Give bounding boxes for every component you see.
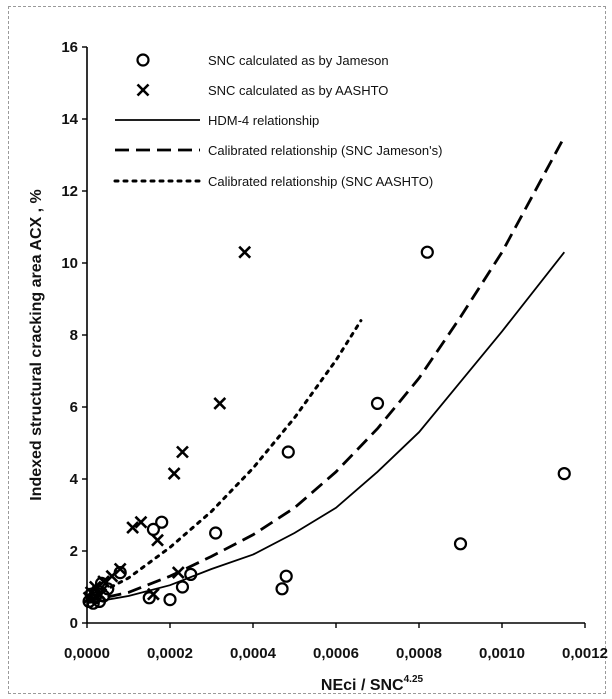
jameson-point [209, 526, 223, 540]
aashto-point [176, 445, 189, 459]
y-axis-title: Indexed structural cracking area ACX , % [28, 189, 45, 501]
legend-label: HDM-4 relationship [208, 113, 319, 128]
y-tick-label: 0 [70, 615, 78, 632]
aashto-point-stroke [167, 467, 181, 481]
aashto-point [134, 515, 148, 529]
aashto-point-stroke [88, 580, 102, 594]
aashto-point-stroke [176, 445, 189, 459]
jameson-point [279, 569, 293, 583]
series-line-2 [86, 251, 566, 605]
aashto-point [126, 521, 140, 535]
aashto-point [151, 533, 164, 547]
jameson-point [370, 396, 385, 410]
x-axis-title-exponent: 4.25 [404, 674, 424, 685]
legend-label: Calibrated relationship (SNC AASHTO) [208, 174, 433, 189]
legend-marker-1-stroke [136, 83, 150, 97]
x-tick-label: 0,0006 [313, 645, 359, 662]
y-tick-label: 2 [70, 543, 78, 560]
y-tick-label: 10 [61, 255, 78, 272]
x-axis-title: NEci / SNC4.25 [321, 674, 424, 694]
jameson-point [420, 245, 434, 259]
aashto-point-stroke [126, 521, 140, 535]
jameson-point [453, 537, 468, 551]
jameson-point [557, 467, 571, 481]
aashto-point [97, 575, 111, 589]
aashto-point-stroke [151, 533, 164, 547]
legend-label: Calibrated relationship (SNC Jameson's) [208, 143, 442, 158]
series-line-3 [86, 136, 566, 603]
series-line-4 [85, 319, 363, 602]
y-tick-label: 12 [61, 183, 78, 200]
legend-marker-0 [136, 53, 150, 67]
aashto-point-stroke [134, 515, 148, 529]
chart-frame [8, 6, 606, 694]
x-tick-label: 0,0004 [230, 645, 277, 662]
x-tick-label: 0,0008 [396, 645, 442, 662]
x-tick-label: 0,0000 [64, 645, 110, 662]
y-tick-label: 6 [70, 399, 78, 416]
legend-marker-1 [136, 83, 150, 97]
y-tick-label: 14 [61, 111, 78, 128]
jameson-point [101, 582, 115, 596]
jameson-point [175, 580, 190, 594]
jameson-point [163, 592, 177, 607]
x-axis-title-main: NEci / SNC [321, 677, 404, 694]
legend-label: SNC calculated as by Jameson [208, 53, 389, 68]
jameson-point [275, 582, 289, 596]
jameson-point [142, 591, 156, 605]
legend: SNC calculated as by Jameson SNC calculat… [113, 53, 442, 189]
x-tick-label: 0,0010 [479, 645, 525, 662]
y-tick-label: 16 [61, 39, 78, 56]
aashto-point-stroke [213, 396, 227, 410]
plot-area: 0 2 4 6 8 10 12 14 16 0,0000 0,0002 0,0004 0,0006 0,0… [61, 39, 608, 662]
aashto-point-stroke [238, 245, 252, 259]
legend-label: SNC calculated as by AASHTO [208, 83, 388, 98]
x-tick-label: 0,0012 [562, 645, 608, 662]
aashto-point [213, 396, 227, 410]
y-tick-label: 4 [70, 471, 79, 488]
x-tick-label: 0,0002 [147, 645, 193, 662]
aashto-point-stroke [97, 575, 111, 589]
aashto-point [238, 245, 252, 259]
y-tick-label: 8 [70, 327, 78, 344]
aashto-point-stroke [146, 587, 160, 601]
aashto-point [167, 467, 181, 481]
aashto-point [113, 562, 127, 576]
aashto-point [88, 580, 102, 594]
aashto-point-stroke [113, 562, 127, 576]
jameson-point [281, 445, 295, 459]
jameson-point [155, 515, 169, 529]
